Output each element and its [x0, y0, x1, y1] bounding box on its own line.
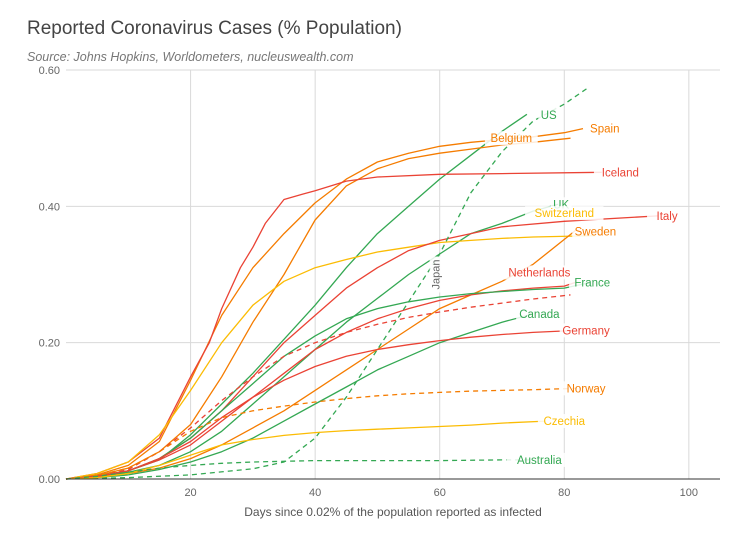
- series-label-bg: [525, 206, 604, 221]
- series-label-bg: [500, 265, 579, 280]
- series-label-bg: [572, 224, 619, 239]
- chart-title: Reported Coronavirus Cases (% Population…: [27, 18, 402, 39]
- series-line-norway: [65, 387, 577, 480]
- series-label-sweden: Sweden: [575, 227, 617, 239]
- series-label-canada: Canada: [519, 309, 560, 321]
- chart-subtitle: Source: Johns Hopkins, Worldometers, nuc…: [27, 50, 354, 64]
- series-label-switzerland: Switzerland: [535, 208, 594, 220]
- series-line-uk: [65, 203, 559, 480]
- series-label-bg: [516, 307, 563, 322]
- series-label-bg: [647, 208, 688, 223]
- series-label-iceland: Iceland: [602, 167, 639, 179]
- series-line-canada: [65, 313, 534, 480]
- x-axis-label: Days since 0.02% of the population repor…: [244, 505, 542, 519]
- series-label-norway: Norway: [567, 383, 606, 395]
- series-line-switzerland: [65, 234, 596, 480]
- series-label-belgium: Belgium: [491, 133, 533, 145]
- series-lines: [65, 86, 658, 480]
- series-label-france: France: [574, 278, 610, 290]
- series-label-bg: [593, 165, 647, 180]
- annotation-japan: Japan: [431, 260, 443, 290]
- y-tick-label: 0.40: [39, 201, 60, 213]
- series-line-czechia: [65, 420, 546, 480]
- series-label-us: US: [541, 110, 557, 122]
- y-tick-label: 0.60: [39, 65, 60, 77]
- series-label-italy: Italy: [657, 211, 678, 223]
- series-line-belgium: [65, 137, 571, 480]
- series-line-iceland: [65, 171, 602, 480]
- series-label-bg: [584, 121, 625, 136]
- series-label-czechia: Czechia: [544, 416, 586, 428]
- x-tick-label: 40: [309, 487, 321, 499]
- series-label-bg: [562, 381, 610, 396]
- axes: 0.00 0.20 0.40 0.60 20 40 60 80 100: [39, 65, 720, 499]
- series-label-bg: [538, 107, 560, 122]
- y-tick-label: 0.20: [39, 338, 60, 350]
- y-tick-label: 0.00: [39, 474, 60, 486]
- series-line-australia: [65, 459, 534, 480]
- series-label-germany: Germany: [562, 325, 610, 337]
- series-line-germany: [65, 329, 577, 480]
- x-tick-label: 80: [558, 487, 570, 499]
- series-label-bg: [506, 452, 573, 467]
- series-label-australia: Australia: [517, 455, 562, 467]
- series-line-sweden: [65, 228, 578, 480]
- annotation-bg: [429, 256, 443, 293]
- x-tick-label: 100: [680, 487, 698, 499]
- series-label-bg: [484, 131, 538, 146]
- x-tick-label: 60: [434, 487, 446, 499]
- series-line-japan: [65, 86, 590, 480]
- series-line-unlabeled: [65, 294, 571, 480]
- series-label-netherlands: Netherlands: [508, 267, 570, 279]
- series-line-netherlands: [65, 281, 577, 480]
- series-label-bg: [559, 323, 613, 338]
- series-label-bg: [569, 275, 616, 290]
- series-label-bg: [537, 414, 591, 429]
- x-tick-label: 20: [184, 487, 196, 499]
- series-label-spain: Spain: [590, 124, 619, 136]
